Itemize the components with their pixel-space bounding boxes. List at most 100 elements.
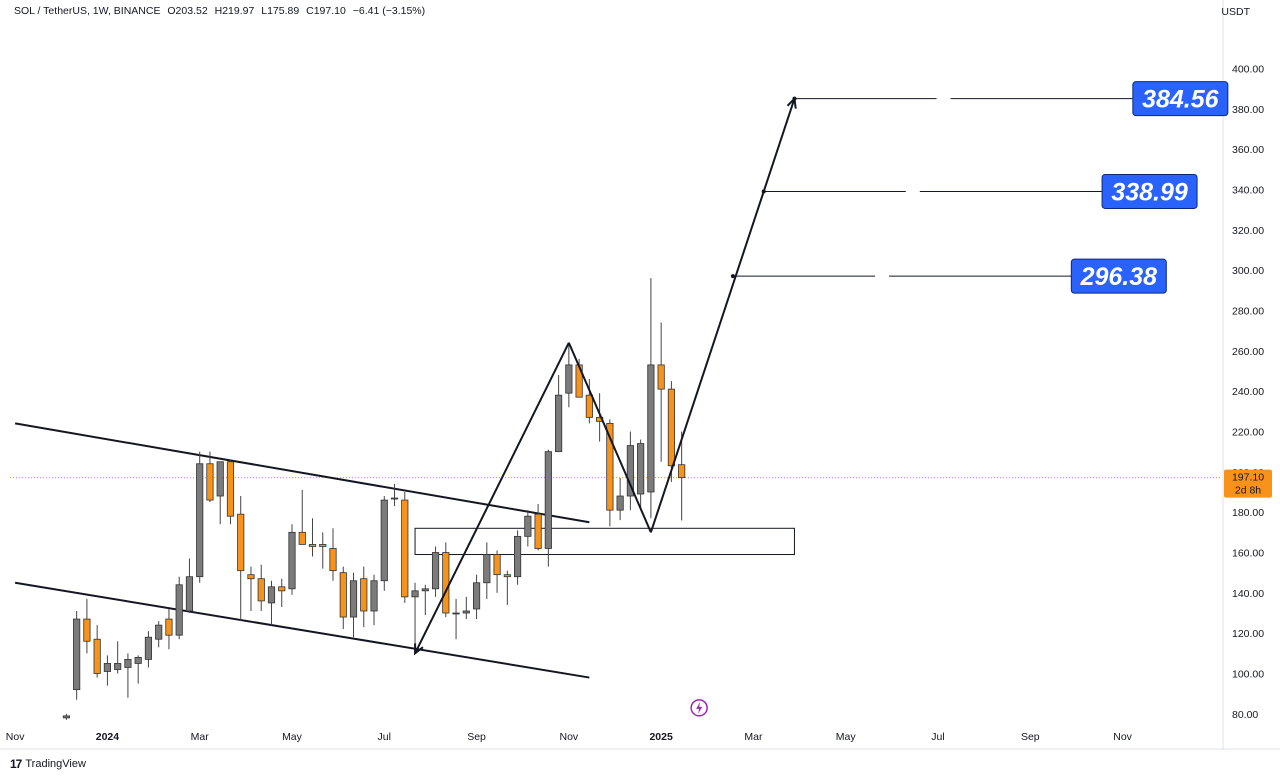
candle-body (503, 574, 511, 578)
lightning-icon-ring (690, 699, 708, 717)
x-tick-label: Nov (6, 731, 25, 743)
candle-body (134, 656, 142, 664)
candle-body (206, 463, 214, 501)
candle-body (319, 544, 327, 547)
candle-body (226, 461, 235, 517)
candle-body (493, 554, 501, 576)
candle-body (124, 659, 132, 668)
pattern-leg (414, 342, 570, 654)
pattern-leg (567, 342, 652, 533)
x-tick-label: 2025 (649, 731, 673, 743)
y-tick-label: 220.00 (1232, 426, 1264, 438)
candle-body (380, 499, 388, 582)
candle-body (401, 499, 409, 598)
candle-body (62, 715, 70, 719)
candle-body (155, 624, 163, 640)
candle-body (247, 574, 255, 580)
candle-body (421, 588, 429, 592)
candle-body (544, 451, 552, 549)
channel-line (14, 581, 590, 679)
lightning-icon (696, 701, 703, 714)
x-tick-label: Mar (744, 731, 763, 743)
target-label: 384.56 (1142, 86, 1220, 114)
target-label-box (1101, 173, 1198, 209)
y-tick-label: 360.00 (1232, 144, 1264, 156)
x-tick-label: Sep (1021, 731, 1040, 743)
candle-body (606, 423, 614, 511)
candle-body (647, 364, 655, 493)
x-tick-label: May (836, 731, 857, 743)
candle-body (555, 394, 563, 453)
arrowhead-down (414, 643, 424, 656)
candle-body (73, 618, 81, 691)
support-zone-box (414, 527, 795, 556)
candle-body (514, 535, 522, 578)
candle-body (175, 584, 183, 636)
candle-body (626, 445, 634, 497)
candle-body (370, 580, 378, 612)
candle-body (185, 576, 194, 612)
chart-header: SOL / TetherUS, 1W, BINANCE O203.52 H219… (14, 5, 429, 17)
x-tick-label: Jul (931, 731, 944, 743)
candle-body (257, 578, 265, 602)
bar-countdown: 2d 8h (1235, 485, 1261, 497)
target-label: 338.99 (1111, 178, 1188, 206)
candle-body (114, 663, 122, 670)
candle-body (637, 443, 645, 495)
y-tick-label: 320.00 (1232, 225, 1264, 237)
candle-body (585, 394, 593, 418)
x-tick-label: May (282, 731, 303, 743)
close-value: C197.10 (306, 5, 346, 17)
tradingview-logo[interactable]: 17 TradingView (10, 757, 86, 771)
y-tick-label: 400.00 (1232, 63, 1264, 75)
candle-body (298, 531, 306, 545)
candle-body (339, 572, 347, 618)
x-tick-label: Jul (378, 731, 391, 743)
y-tick-label: 180.00 (1232, 507, 1264, 519)
candle-body (237, 513, 245, 572)
low-value: L175.89 (261, 5, 300, 17)
y-tick-label: 340.00 (1232, 184, 1264, 196)
y-tick-label: 240.00 (1232, 386, 1264, 398)
x-tick-label: Nov (1113, 731, 1132, 743)
symbol-label[interactable]: SOL / TetherUS, 1W, BINANCE (14, 5, 161, 17)
x-tick-label: Sep (467, 731, 486, 743)
candle-body (524, 515, 532, 537)
change-value: −6.41 (−3.15%) (352, 5, 426, 17)
candle-body (565, 364, 573, 394)
candle-body (462, 610, 470, 614)
candle-body (349, 580, 358, 618)
tradingview-mark-icon: 17 (10, 757, 22, 771)
pattern-leg (649, 98, 796, 533)
candle-body (308, 544, 317, 547)
y-tick-label: 120.00 (1232, 628, 1264, 640)
candle-body (83, 618, 91, 642)
candle-body (431, 552, 440, 590)
candle-body (267, 586, 276, 604)
tradingview-name: TradingView (25, 758, 86, 770)
candle-body (667, 388, 675, 467)
x-tick-label: 2024 (96, 731, 120, 743)
candle-body (144, 636, 153, 660)
candle-body (442, 552, 450, 614)
candle-body (93, 638, 101, 674)
y-tick-label: 380.00 (1232, 104, 1264, 116)
target-label-box (1070, 258, 1167, 294)
candle-body (534, 513, 542, 549)
high-value: H219.97 (214, 5, 255, 17)
y-tick-label: 160.00 (1232, 548, 1264, 560)
candle-body (411, 590, 419, 598)
x-tick-label: Mar (191, 731, 210, 743)
price-unit-label[interactable]: USDT (1221, 6, 1250, 18)
candle-body (657, 364, 665, 390)
channel-line (14, 422, 590, 524)
candle-body (288, 531, 296, 590)
y-tick-label: 260.00 (1232, 346, 1264, 358)
y-tick-label: 300.00 (1232, 265, 1264, 277)
candle-body (616, 495, 624, 511)
candle-body (329, 548, 337, 572)
x-tick-label: Nov (560, 731, 579, 743)
y-tick-label: 100.00 (1232, 669, 1264, 681)
